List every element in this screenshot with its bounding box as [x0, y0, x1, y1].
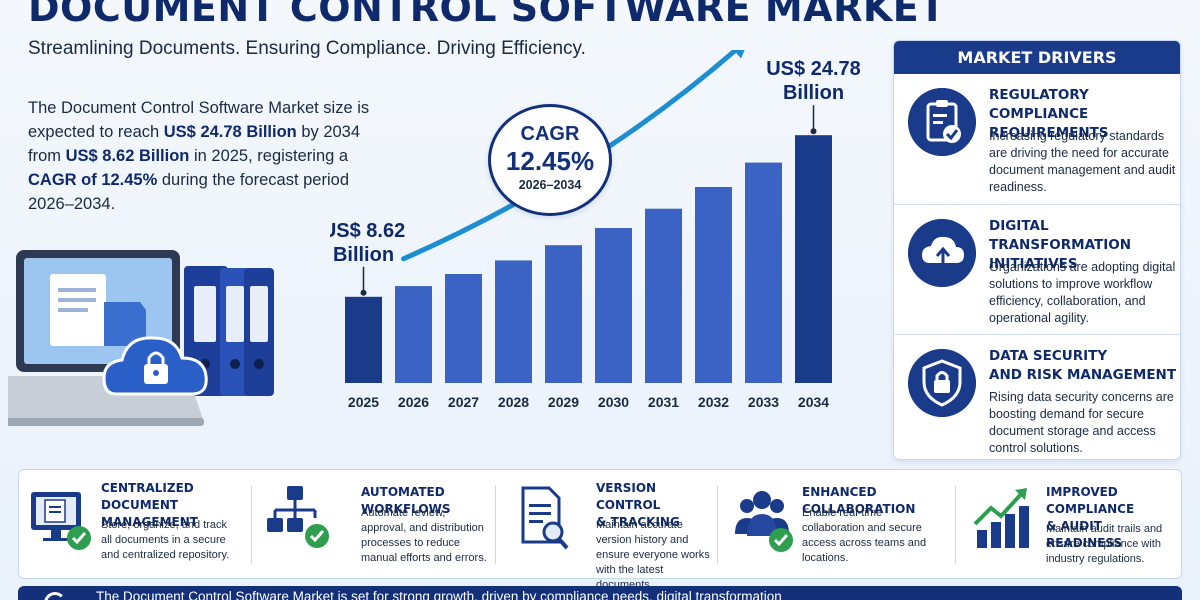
feature-centralized-document-management: CENTRALIZED DOCUMENT MANAGEMENT Store, o…	[19, 470, 251, 580]
feature-description: Automate review, approval, and distribut…	[361, 507, 487, 564]
workflow-icon	[267, 486, 329, 548]
laptop-document-illustration	[8, 250, 274, 426]
driver-data-security: DATA SECURITY AND RISK MANAGEMENT Rising…	[894, 334, 1180, 459]
bar-2025	[345, 296, 382, 383]
bar-2030	[595, 228, 632, 383]
bar-2034	[795, 135, 832, 383]
footer-text: The Document Control Software Market is …	[96, 589, 782, 600]
bar-2028	[495, 260, 532, 383]
x-tick-2026: 2026	[398, 394, 429, 410]
feature-title: AUTOMATED WORKFLOWS	[361, 485, 451, 516]
bar-2031	[645, 208, 682, 383]
intro-highlight-cagr: CAGR of 12.45%	[28, 171, 158, 189]
binders-icon	[184, 266, 274, 396]
feature-title: CENTRALIZED DOCUMENT MANAGEMENT	[101, 481, 198, 529]
shield-lock-icon	[908, 349, 976, 417]
driver-title: DATA SECURITY AND RISK MANAGEMENT	[989, 348, 1177, 383]
market-drivers-panel: MARKET DRIVERS REGULATORY COMPLIANCE REQ…	[893, 40, 1181, 460]
feature-divider	[251, 486, 252, 564]
bar-2032	[695, 187, 732, 383]
page-title: DOCUMENT CONTROL SOFTWARE MARKET	[28, 0, 946, 30]
feature-description: Enable real-time collaboration and secur…	[802, 507, 927, 564]
x-tick-2031: 2031	[648, 394, 679, 410]
cloud-lock-icon	[102, 336, 208, 396]
feature-description: Maintain audit trails and ensure complia…	[1046, 523, 1163, 565]
svg-text:US$ 8.62: US$ 8.62	[330, 220, 405, 242]
driver-title: REGULATORY COMPLIANCE REQUIREMENTS	[989, 87, 1109, 141]
market-size-bar-chart: 2025 2026 2027 2028 2029 2030 2031 2032 2033 2034…	[330, 50, 860, 410]
svg-text:Billion: Billion	[333, 244, 394, 266]
feature-enhanced-collaboration: ENHANCED COLLABORATION Enable real-time …	[721, 470, 955, 580]
feature-automated-workflows: AUTOMATED WORKFLOWS Automate review, app…	[255, 470, 495, 580]
intro-highlight-start-value: US$ 8.62 Billion	[65, 147, 190, 165]
features-strip: CENTRALIZED DOCUMENT MANAGEMENT Store, o…	[18, 469, 1182, 591]
monitor-document-icon	[31, 492, 91, 550]
feature-version-control: VERSION CONTROL & TRACKING Maintain accu…	[499, 470, 717, 591]
driver-digital-transformation: DIGITAL TRANSFORMATION INITIATIVES Organ…	[894, 204, 1180, 332]
feature-title: IMPROVED COMPLIANCE & AUDIT READINESS	[1046, 485, 1135, 550]
bar-2033	[745, 162, 782, 383]
chart-bars	[345, 135, 832, 383]
x-tick-2028: 2028	[498, 394, 529, 410]
chart-x-ticks: 2025 2026 2027 2028 2029 2030 2031 2032 2033 2034	[348, 394, 829, 410]
svg-text:Billion: Billion	[783, 82, 844, 104]
cagr-badge: CAGR 12.45% 2026–2034	[488, 104, 612, 216]
team-icon	[735, 491, 793, 552]
refresh-icon	[44, 592, 66, 600]
feature-divider	[955, 486, 956, 564]
document-stack-icon	[50, 274, 146, 346]
x-tick-2027: 2027	[448, 394, 479, 410]
driver-description: Rising data security concerns are boosti…	[989, 390, 1174, 455]
x-tick-2032: 2032	[698, 394, 729, 410]
bar-2026	[395, 286, 432, 383]
x-tick-2025: 2025	[348, 394, 379, 410]
x-tick-2033: 2033	[748, 394, 779, 410]
x-tick-2029: 2029	[548, 394, 579, 410]
intro-text-3: in 2025, registering a	[189, 147, 349, 165]
document-search-icon	[521, 486, 569, 550]
bar-2027	[445, 274, 482, 383]
feature-description: Store, organize, and track all documents…	[101, 519, 230, 561]
cagr-value: 12.45%	[505, 146, 595, 176]
cloud-upload-icon	[908, 219, 976, 287]
intro-paragraph: The Document Control Software Market siz…	[28, 96, 388, 216]
feature-title: ENHANCED COLLABORATION	[802, 485, 916, 516]
intro-text-2: by 2034 from	[28, 123, 361, 165]
cagr-period: 2026–2034	[518, 178, 582, 192]
feature-divider	[495, 486, 496, 564]
driver-title: DIGITAL TRANSFORMATION INITIATIVES	[989, 218, 1132, 272]
feature-divider	[717, 486, 718, 564]
intro-text-1: The Document Control Software Market siz…	[28, 99, 370, 141]
driver-description: Increasing regulatory standards are driv…	[989, 129, 1176, 194]
feature-description: Maintain accurate version history and en…	[596, 519, 710, 591]
page-subtitle: Streamlining Documents. Ensuring Complia…	[28, 38, 586, 59]
feature-improved-compliance: IMPROVED COMPLIANCE & AUDIT READINESS Ma…	[959, 470, 1181, 580]
market-drivers-heading: MARKET DRIVERS	[894, 41, 1180, 74]
driver-description: Organizations are adopting digital solut…	[989, 260, 1176, 325]
feature-title: VERSION CONTROL & TRACKING	[596, 481, 680, 529]
footer-banner: The Document Control Software Market is …	[18, 586, 1182, 600]
svg-text:US$ 24.78: US$ 24.78	[766, 58, 860, 80]
intro-text-4: during the forecast period 2026–2034.	[28, 171, 349, 213]
x-tick-2034: 2034	[798, 394, 829, 410]
driver-regulatory-compliance: REGULATORY COMPLIANCE REQUIREMENTS Incre…	[894, 74, 1180, 202]
growth-chart-icon	[973, 488, 1029, 548]
clipboard-check-icon	[908, 88, 976, 156]
intro-highlight-end-value: US$ 24.78 Billion	[163, 123, 297, 141]
x-tick-2030: 2030	[598, 394, 629, 410]
cagr-label: CAGR	[520, 123, 580, 145]
bar-2029	[545, 245, 582, 383]
